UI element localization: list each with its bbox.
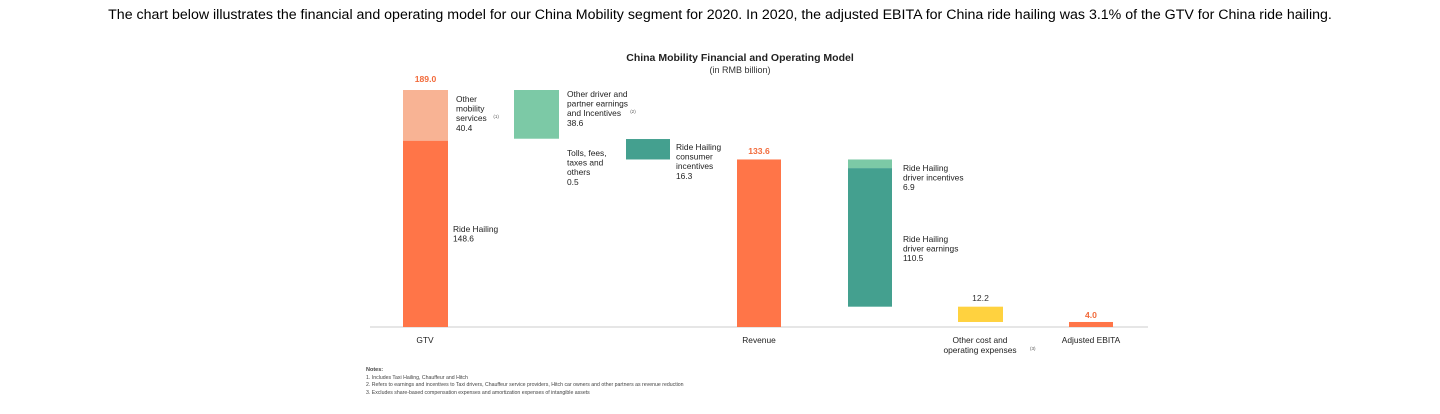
bar-gtv-ride-hailing	[403, 140, 448, 327]
total-label-adjusted-ebita: 4.0	[1085, 310, 1097, 320]
bar-ride-hailing-driver-incentives	[848, 159, 892, 169]
chart-subtitle: (in RMB billion)	[709, 65, 771, 75]
bar-other-cost-opex	[958, 306, 1003, 322]
footnote-marker-gtv-other-mobility: (1)	[493, 114, 499, 119]
total-label-other-cost-opex: 12.2	[972, 293, 989, 303]
notes-title: Notes:	[366, 367, 384, 373]
axis-label-other-cost: Other cost and operating expenses	[943, 335, 1016, 355]
axis-label-gtv: GTV	[416, 335, 434, 345]
axis-label-revenue: Revenue	[742, 335, 776, 345]
axis-label-adjusted-ebita: Adjusted EBITA	[1062, 335, 1121, 345]
bar-other-driver-partner	[514, 90, 559, 139]
data-label-tolls-fees: Tolls, fees, taxes and others 0.5	[567, 148, 607, 187]
data-label-gtv-other-mobility: Other mobility services 40.4	[456, 94, 487, 133]
note-item-2: 2. Refers to earnings and incentives to …	[366, 382, 684, 389]
note-item-3: 3. Excludes share-based compensation exp…	[366, 389, 590, 396]
data-label-ride-hailing-driver-incentives: Ride Hailing driver incentives 6.9	[903, 163, 964, 192]
note-item-1: 1. Includes Taxi Hailing, Chauffeur and …	[366, 374, 468, 381]
footnote-marker-axis-other-cost: (3)	[1030, 346, 1036, 351]
intro-text: The chart below illustrates the financia…	[108, 7, 1332, 23]
bar-ride-hailing-driver-earnings	[848, 168, 892, 307]
footnote-marker-other-driver-partner: (2)	[630, 109, 636, 114]
total-label-revenue: 133.6	[748, 146, 770, 156]
bar-tolls-fees	[514, 138, 559, 140]
data-label-ride-hailing-driver-earnings: Ride Hailing driver earnings 110.5	[903, 234, 958, 263]
data-label-ride-hailing-consumer-incentives: Ride Hailing consumer incentives 16.3	[676, 142, 721, 181]
chart-notes: Notes: 1. Includes Taxi Hailing, Chauffe…	[366, 367, 684, 397]
bar-revenue	[737, 159, 781, 327]
bar-gtv-other-mobility	[403, 90, 448, 141]
bar-ride-hailing-consumer-incentives	[626, 139, 670, 160]
chart-title: China Mobility Financial and Operating M…	[626, 52, 854, 64]
data-label-gtv-ride-hailing: Ride Hailing 148.6	[453, 224, 498, 244]
bar-adjusted-ebita	[1069, 321, 1113, 327]
data-label-other-driver-partner: Other driver and partner earnings and Ince…	[567, 89, 628, 128]
total-label-gtv-other-mobility: 189.0	[415, 74, 437, 84]
